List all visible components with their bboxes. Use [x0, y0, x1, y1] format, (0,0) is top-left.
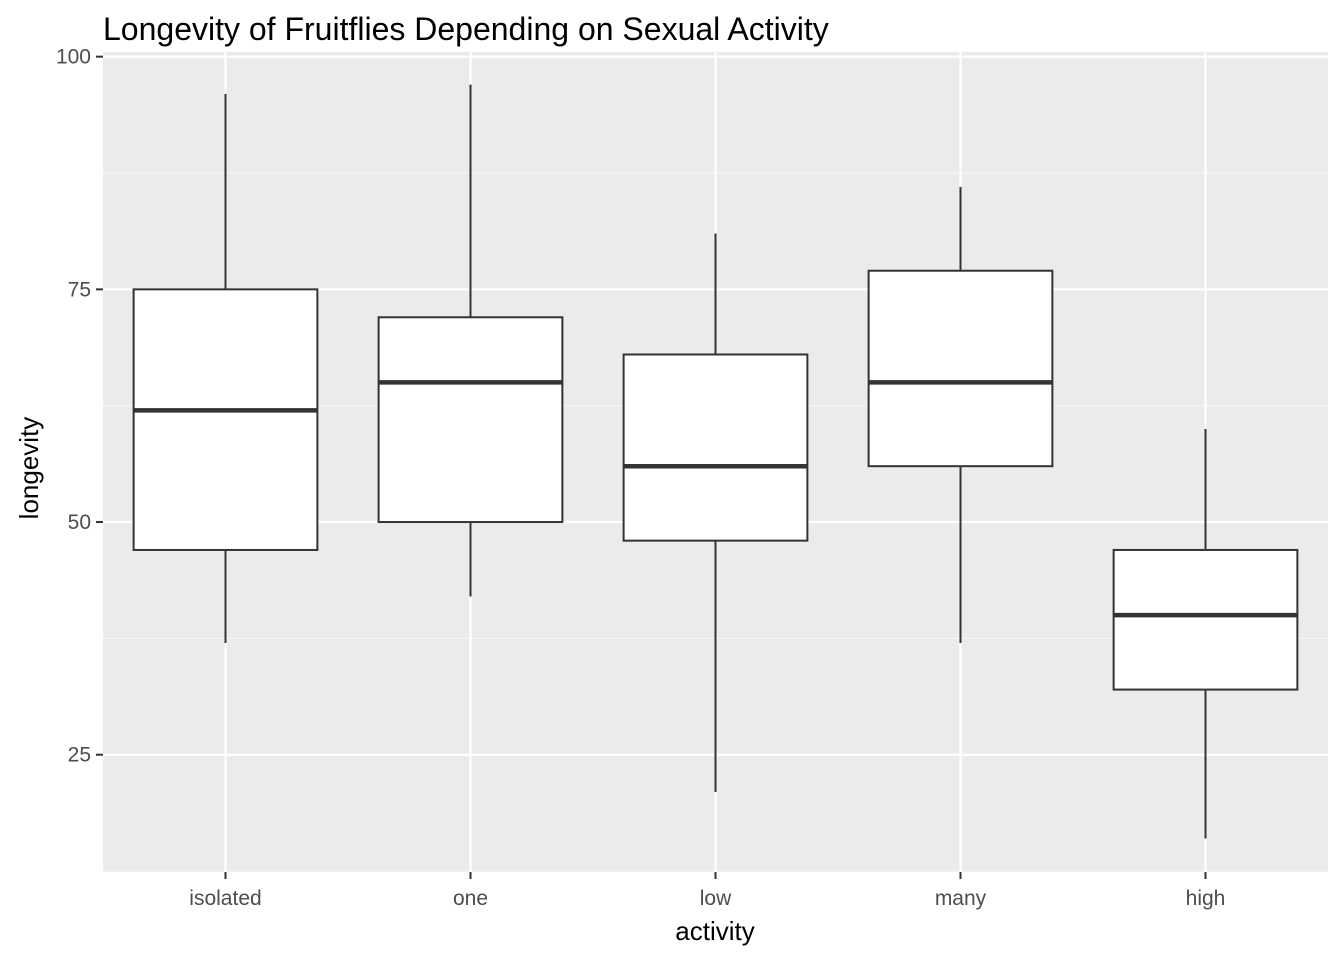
box-isolated	[132, 93, 319, 644]
x-tick-label: low	[700, 887, 732, 910]
iqr-box	[377, 316, 564, 524]
box-high	[1112, 428, 1299, 839]
axes: 25 50 75 100 isolated one low many high	[56, 46, 1225, 910]
box-low	[622, 233, 809, 792]
y-tick-label: 100	[56, 46, 91, 69]
iqr-box	[1112, 548, 1299, 691]
x-tick-label: many	[935, 887, 987, 910]
box-many	[867, 186, 1054, 644]
y-axis-title: longevity	[14, 417, 44, 520]
iqr-box	[622, 353, 809, 542]
iqr-box	[132, 288, 319, 551]
iqr-box	[867, 269, 1054, 468]
chart-title: Longevity of Fruitflies Depending on Sex…	[103, 11, 829, 47]
x-tick-label: high	[1186, 887, 1226, 910]
y-tick-label: 75	[68, 278, 91, 301]
y-tick-label: 25	[68, 744, 91, 767]
x-tick-label: one	[453, 887, 488, 910]
box-one	[377, 84, 564, 597]
box-series	[132, 84, 1299, 839]
x-tick-label: isolated	[189, 887, 261, 910]
y-tick-label: 50	[68, 511, 91, 534]
x-axis-title: activity	[675, 916, 754, 946]
